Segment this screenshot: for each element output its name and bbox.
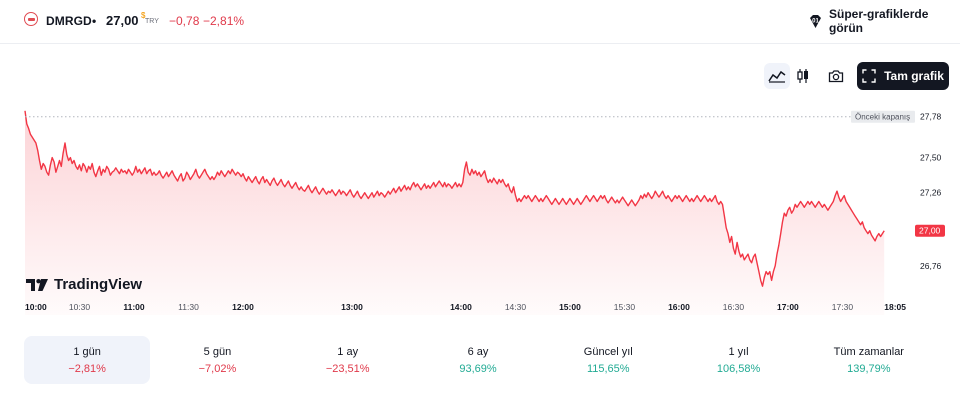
x-tick-label: 11:00 <box>123 302 145 312</box>
fullscreen-chart-button[interactable]: Tam grafik <box>857 62 949 90</box>
period-button-5[interactable]: 1 yıl 106,58% <box>675 336 801 384</box>
area-chart-icon <box>768 70 786 83</box>
period-label: 1 ay <box>337 345 359 358</box>
chart-svg: Önceki kapanış 27,78 27,50 27,26 26,76 27,… <box>24 110 945 315</box>
period-button-3[interactable]: 6 ay 93,69% <box>415 336 541 384</box>
x-tick-label: 12:00 <box>232 302 254 312</box>
x-tick-label: 17:00 <box>777 302 799 312</box>
camera-icon <box>828 70 844 83</box>
period-label: 5 gün <box>203 345 232 358</box>
period-change: 139,79% <box>847 362 891 375</box>
svg-text:27,00: 27,00 <box>919 226 941 236</box>
period-selector: 1 gün −2,81% 5 gün −7,02% 1 ay −23,51% 6 ay 93,… <box>24 336 936 384</box>
y-tick-label: 26,76 <box>920 261 942 271</box>
time-axis: 10:00 10:30 11:00 11:30 12:00 13:00 14:00 14:30… <box>25 302 906 312</box>
x-tick-label: 15:00 <box>559 302 581 312</box>
x-tick-label: 10:30 <box>69 302 91 312</box>
x-tick-label: 18:05 <box>884 302 906 312</box>
period-change: −2,81% <box>68 362 106 375</box>
period-change: −7,02% <box>198 362 237 375</box>
tradingview-logo-icon <box>26 278 48 291</box>
area-chart-button[interactable] <box>764 63 790 89</box>
period-label: 6 ay <box>467 345 489 358</box>
candlestick-button[interactable] <box>790 63 816 89</box>
tradingview-wordmark: TradingView <box>54 276 143 293</box>
svg-text:Önceki kapanış: Önceki kapanış <box>855 113 910 122</box>
fullscreen-label: Tam grafik <box>884 69 944 83</box>
separator-dot: • <box>92 14 97 28</box>
period-button-6[interactable]: Tüm zamanlar 139,79% <box>806 336 932 384</box>
symbol-ticker[interactable]: DMRGD <box>46 14 92 28</box>
currency-code: TRY <box>145 18 159 25</box>
x-tick-label: 15:30 <box>614 302 636 312</box>
period-button-0[interactable]: 1 gün −2,81% <box>24 336 151 384</box>
candlestick-icon <box>797 69 808 83</box>
previous-close-value: 27,78 <box>920 112 942 122</box>
price-marker: $ <box>141 11 146 20</box>
x-tick-label: 13:00 <box>341 302 363 312</box>
y-tick-label: 27,26 <box>920 188 942 198</box>
fullscreen-icon <box>862 69 876 83</box>
price-chart[interactable]: Önceki kapanış 27,78 27,50 27,26 26,76 27,… <box>0 100 960 315</box>
price-change-percent: −2,81% <box>203 14 245 28</box>
x-tick-label: 17:30 <box>832 302 854 312</box>
x-tick-label: 14:30 <box>505 302 527 312</box>
period-change: 115,65% <box>586 362 630 375</box>
period-change: 106,58% <box>716 362 761 375</box>
last-price: 27,00 <box>106 13 139 28</box>
x-tick-label: 10:00 <box>25 302 47 312</box>
x-tick-label: 14:00 <box>450 302 472 312</box>
period-button-2[interactable]: 1 ay −23,51% <box>285 336 411 384</box>
super-charts-link[interactable]: 01 Süper-grafiklerde görün <box>808 7 960 35</box>
period-button-4[interactable]: Güncel yıl 115,65% <box>545 336 671 384</box>
snapshot-button[interactable] <box>823 63 849 89</box>
svg-text:01: 01 <box>812 18 819 24</box>
x-tick-label: 16:00 <box>668 302 690 312</box>
previous-close-label: Önceki kapanış <box>851 110 915 123</box>
period-button-1[interactable]: 5 gün −7,02% <box>154 336 280 384</box>
x-tick-label: 11:30 <box>178 302 199 312</box>
period-change: 93,69% <box>459 362 497 375</box>
diamond-badge-icon: 01 <box>808 14 823 29</box>
company-logo-icon <box>24 12 38 26</box>
period-change: −23,51% <box>325 362 370 375</box>
tradingview-logo[interactable]: TradingView <box>26 276 142 293</box>
period-label: 1 gün <box>73 345 101 358</box>
price-line <box>24 110 885 287</box>
period-label: Güncel yıl <box>583 345 633 358</box>
price-area-fill <box>25 110 885 315</box>
price-change: −0,78 <box>169 14 200 28</box>
super-charts-label: Süper-grafiklerde görün <box>829 7 929 35</box>
period-label: Tüm zamanlar <box>833 345 904 358</box>
y-tick-label: 27,50 <box>920 153 942 163</box>
period-label: 1 yıl <box>728 345 749 358</box>
x-tick-label: 16:30 <box>723 302 745 312</box>
symbol-header: DMRGD • 27,00 $ TRY −0,78 −2,81% 01 Süpe… <box>0 0 960 44</box>
last-price-badge: 27,00 <box>915 224 945 237</box>
